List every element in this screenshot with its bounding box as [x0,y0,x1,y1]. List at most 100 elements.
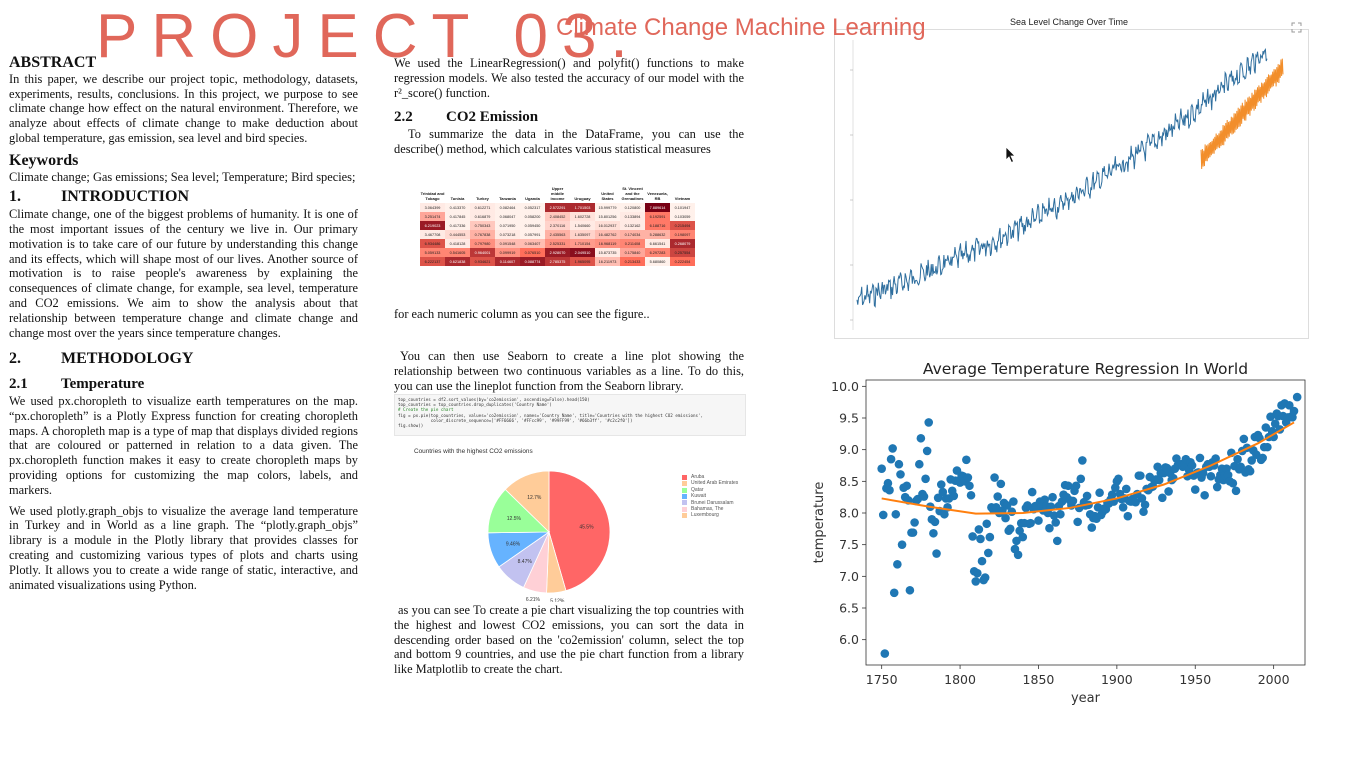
heatmap-cell: 2.370116 [545,221,570,230]
heatmap-cell: 0.215494 [670,221,695,230]
scatter-point [1056,509,1065,519]
legend-label: United Arab Emirates [691,480,739,487]
project-title: PROJECT 03. [96,2,642,71]
legend-label: Brunei Darussalam [691,499,734,506]
code-line: fig.show() [398,423,424,429]
heatmap-cell: 2.525331 [545,239,570,248]
sea-level-series-line [856,47,1268,308]
scatter-point [908,528,918,537]
heatmap-row: 3.064399 0.413370 0.612271 0.082464 0.052317… [420,203,695,212]
y-axis-label: temperature [812,482,827,564]
heatmap-cell: 0.052317 [520,203,545,212]
heatmap-cell: 0.114607 [495,257,520,266]
methodology-title: METHODOLOGY [61,350,194,368]
heatmap-cell: 5.288632 [645,230,670,239]
scatter-point [976,534,985,544]
heatmap-cell: 0.120800 [620,203,645,212]
co2-text: To summarize the data in the DataFrame, … [394,127,744,156]
heatmap-cell: 16.482762 [595,230,620,239]
scatter-point [1289,406,1299,416]
scatter-point [1239,434,1249,444]
scatter-point [1068,496,1078,506]
heatmap-cell: 1.635097 [570,230,595,239]
heatmap-row: 5.059133 0.541605 0.964001 0.099919 0.076510… [420,248,695,257]
heatmap-row: 6.222137 0.621838 0.934621 0.114607 0.088774… [420,257,695,266]
heatmap-column-header: Trinidad and Tobago [420,191,445,201]
pie-legend: Aruba United Arab Emirates Qatar Kuwait Brun… [682,474,738,519]
legend-label: Bahamas, The [691,506,724,513]
scatter-point [877,464,886,473]
scatter-point [921,474,930,484]
heatmap-cell: 6.297283 [645,248,670,257]
expand-icon[interactable] [1291,20,1302,33]
legend-swatch [682,474,687,480]
scatter-point [893,560,902,569]
heatmap-row: 3.251474 0.417845 0.616879 0.068047 0.058200… [420,212,695,221]
scatter-point [878,510,888,520]
scatter-point [1076,474,1086,484]
heatmap-cell: 0.076510 [520,248,545,257]
heatmap-cell: 3.467708 [420,230,445,239]
heatmap-cell: 0.222454 [670,257,695,266]
heatmap-cell: 0.068047 [495,212,520,221]
scatter-point [1190,485,1200,494]
scatter-point [1018,532,1028,542]
scatter-point [962,455,971,465]
heatmap-cell: 2.572291 [545,203,570,212]
pie-legend-item[interactable]: Kuwait [682,493,738,499]
heatmap-cell: 0.750343 [470,221,495,230]
pie-legend-item[interactable]: United Arab Emirates [682,480,738,486]
methodology-heading: 2. METHODOLOGY [9,350,358,368]
scatter-point [1263,442,1272,452]
code-line: top_countries = top_countries.drop_dupli… [398,402,552,408]
describe-heatmap: Trinidad and Tobago Tunisia Turkey Tanzania… [420,186,695,292]
scatter-point [883,478,893,488]
heatmap-cell: 0.257554 [670,248,695,257]
scatter-point [1121,484,1131,494]
scatter-point [949,491,959,501]
legend-swatch [682,487,687,493]
scatter-point [985,532,995,542]
heatmap-row: 6.934486 0.418128 0.797980 0.091548 0.063407… [420,239,695,248]
heatmap-column-header: Venezuela, RB [647,191,668,201]
scatter-point [932,549,941,558]
co2-heading: 2.2 CO2 Emission [394,110,744,125]
y-tick-label: 6.5 [839,601,859,616]
scatter-point [1228,478,1238,488]
pie-legend-item[interactable]: Brunei Darussalam [682,500,738,506]
pie-chart-figure: Countries with the highest CO2 emissions… [400,442,745,602]
intro-text: Climate change, one of the biggest probl… [9,207,358,340]
scatter-point [996,479,1006,489]
scatter-point [1140,500,1150,510]
scatter-point [1258,453,1267,463]
regression-fit-line [881,421,1295,515]
project-subtitle: Climate Change Machine Learning [556,14,926,41]
pie-legend-item[interactable]: Bahamas, The [682,506,738,512]
pie-legend-item[interactable]: Luxembourg [682,512,738,518]
pie-slice-label: 12.7% [527,495,542,501]
pie-slice-label: 12.5% [507,516,522,522]
heatmap-cell: 0.198097 [670,230,695,239]
heatmap-cell: 0.418128 [445,239,470,248]
scatter-point [1231,486,1241,496]
code-line: color_discrete_sequence=['#FF6666', '#FF… [398,417,633,423]
scatter-point [1136,471,1145,480]
scatter-point [936,480,946,489]
heatmap-cell: 3.064399 [420,203,445,212]
scatter-point [1233,454,1242,464]
scatter-point [1270,419,1280,428]
temperature-heading: 2.1 Temperature [9,377,358,392]
pie-slice [548,470,611,592]
pie-legend-item[interactable]: Qatar [682,487,738,493]
heatmap-cell: 1.540660 [570,221,595,230]
scatter-point [1285,401,1294,410]
scatter-point [966,490,976,500]
legend-swatch [682,513,687,519]
heatmap-cell: 0.059450 [520,221,545,230]
scatter-point [1063,481,1073,491]
scatter-point [1082,491,1092,501]
left-column: ABSTRACT In this paper, we describe our … [9,55,358,598]
scatter-point [930,517,940,527]
regression-text: We used the LinearRegression() and polyf… [394,56,744,100]
pie-legend-item[interactable]: Aruba [682,474,738,480]
